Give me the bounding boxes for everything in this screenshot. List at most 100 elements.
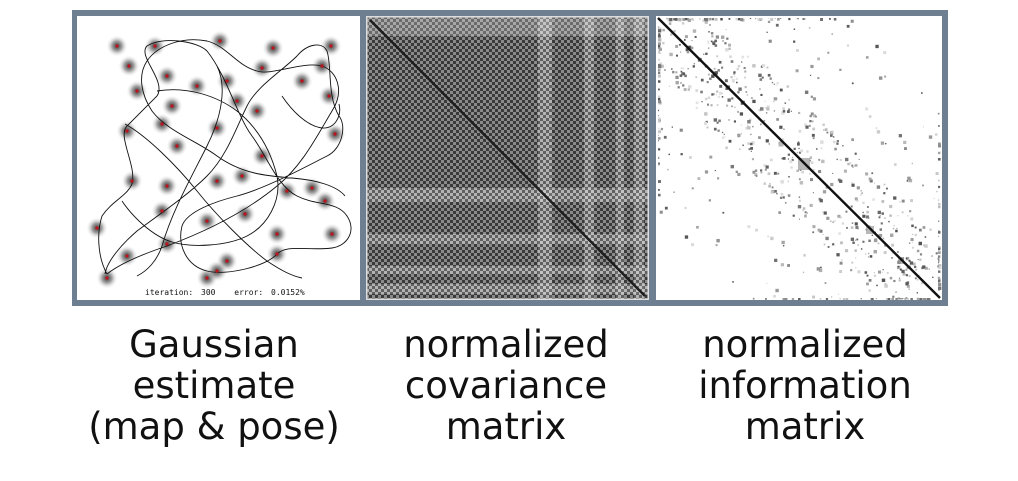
info-entry [828,18,831,20]
info-entry [690,46,694,50]
landmark-point [235,99,239,103]
info-entry [668,153,670,156]
info-entry [724,136,726,138]
info-entry [919,258,922,261]
info-entry [813,169,815,171]
info-entry [938,259,940,261]
info-entry [938,205,941,209]
info-entry [786,85,790,88]
info-entry [878,216,881,219]
info-entry [739,18,744,22]
landmark-point [170,104,174,108]
info-entry [839,179,843,183]
info-entry [671,126,673,128]
landmark-point [240,174,244,178]
info-entry [750,147,753,150]
info-entry [658,163,660,166]
info-entry [922,126,924,128]
info-entry [922,298,926,300]
info-entry [938,281,940,283]
info-entry [658,26,660,28]
info-entry [809,120,812,123]
covariance-diagonal [369,19,646,297]
info-entry [744,85,747,89]
info-entry [737,133,741,137]
info-entry [700,78,704,82]
info-entry [713,118,718,122]
info-entry [838,232,841,235]
caption-line: information [698,364,912,407]
info-entry [658,80,661,83]
info-entry [749,18,751,20]
info-entry [710,104,713,107]
landmark-point [135,89,139,93]
covariance-band [538,16,552,300]
info-entry [871,234,873,236]
info-entry [846,44,849,47]
info-entry [903,140,907,144]
info-entry [683,88,687,92]
info-entry [878,76,883,80]
info-entry [765,298,767,300]
info-entry [910,199,913,203]
info-entry [924,236,927,238]
caption-line: normalized [403,323,609,366]
info-entry [871,298,874,300]
info-entry [910,238,914,242]
info-entry [837,293,840,295]
info-entry [830,296,833,298]
landmark-point [323,199,327,203]
info-entry [717,95,720,98]
info-entry [707,42,710,45]
info-entry [878,270,882,274]
info-entry [716,121,719,124]
info-entry [668,22,672,25]
info-entry [914,277,917,280]
info-entry [789,160,793,164]
info-entry [751,158,754,161]
info-entry [852,166,854,168]
landmark-point [127,64,131,68]
info-entry [658,46,661,50]
info-entry [937,276,940,279]
info-entry [738,87,742,91]
info-entry [669,18,673,22]
info-entry [733,120,736,123]
caption-covariance-matrix: normalized covariance matrix [361,324,651,447]
info-entry [914,226,917,229]
info-entry [885,142,887,145]
info-entry [684,18,687,20]
info-entry [797,205,802,209]
info-entry [744,76,747,79]
info-entry [805,214,807,216]
covariance-band [616,16,624,300]
info-entry [816,267,821,271]
info-entry [804,90,809,94]
info-entry [730,76,733,79]
landmark-point [195,84,199,88]
info-entry [669,52,673,57]
info-entry [856,238,859,241]
info-entry [881,212,884,215]
info-entry [659,62,663,66]
info-entry [883,183,886,186]
info-entry [782,156,786,160]
info-entry [688,85,692,89]
info-entry [775,23,779,27]
info-entry [896,265,901,270]
info-entry [928,135,933,139]
info-entry [767,172,771,176]
info-entry [736,67,740,71]
covariance-band [366,266,649,274]
info-entry [784,202,787,204]
info-entry [884,284,888,288]
info-entry [911,224,914,228]
info-entry [905,298,910,300]
info-entry [771,186,774,189]
info-entry [775,288,779,293]
info-entry [763,182,766,185]
info-entry [704,170,709,174]
info-entry [734,106,736,109]
info-entry [833,219,836,223]
info-entry [776,98,779,100]
